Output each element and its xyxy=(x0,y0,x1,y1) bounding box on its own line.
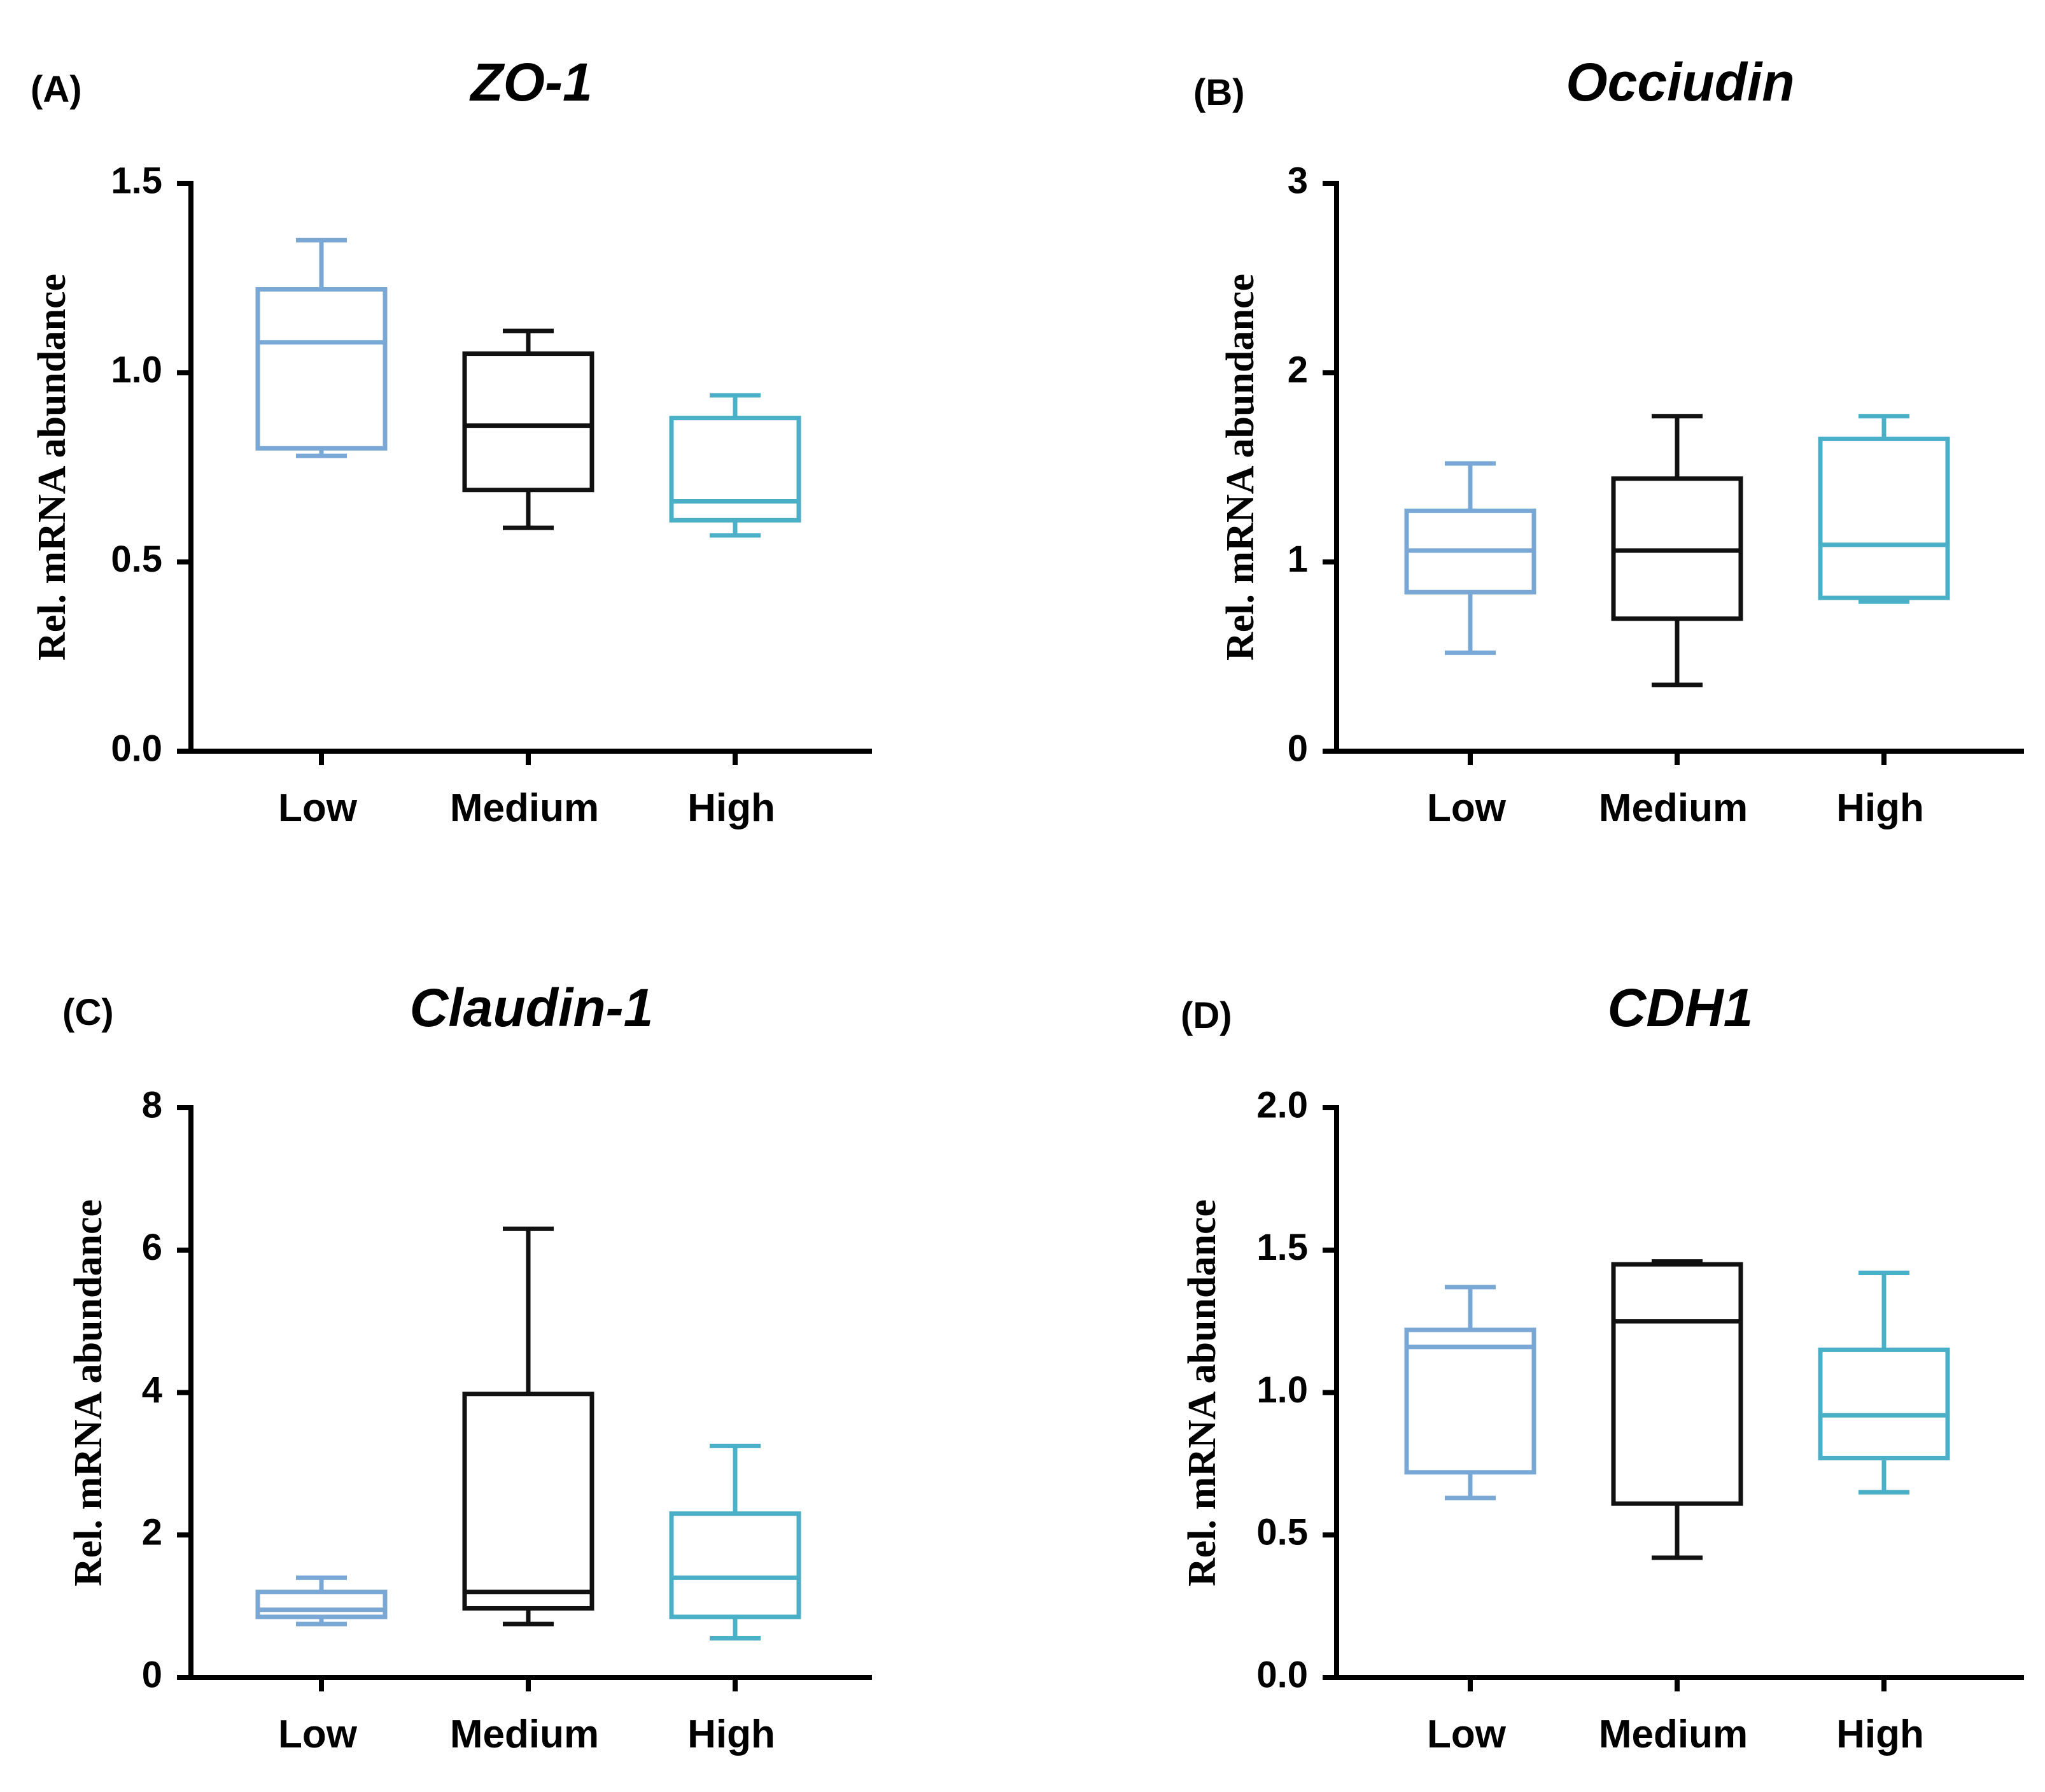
y-tick-label: 1.5 xyxy=(111,160,162,201)
y-tick-label: 0.5 xyxy=(1256,1512,1308,1553)
x-tick-label: Low xyxy=(278,1712,358,1756)
y-tick-label: 8 xyxy=(142,1084,162,1125)
box-medium xyxy=(1611,1259,1743,1560)
box-high xyxy=(669,393,801,538)
y-tick-label: 4 xyxy=(142,1369,162,1411)
x-tick-label: High xyxy=(1836,1712,1924,1756)
x-tick-label: High xyxy=(687,786,775,830)
chart-title: Occiudin xyxy=(1566,52,1794,112)
y-tick-label: 6 xyxy=(142,1227,162,1268)
box-high xyxy=(1818,1271,1950,1495)
y-tick-label: 1.0 xyxy=(1256,1369,1308,1411)
x-tick-label: Medium xyxy=(450,1712,599,1756)
panel-label: (D) xyxy=(1181,995,1232,1036)
box-iqr xyxy=(255,287,388,451)
box-low xyxy=(1404,1285,1536,1500)
y-tick-label: 2 xyxy=(1288,349,1308,391)
panel-label: (C) xyxy=(62,992,114,1033)
y-axis-label: Rel. mRNA abundance xyxy=(1219,274,1262,661)
x-tick-label: Medium xyxy=(1599,1712,1748,1756)
chart-panel-a: (A) ZO-1 Rel. mRNA abundance 0.0 0.5 1.0 1.5 Lo… xyxy=(31,52,872,830)
x-tick-label: Medium xyxy=(450,786,599,830)
panel-label: (A) xyxy=(31,69,82,110)
x-tick-label: Medium xyxy=(1599,786,1748,830)
y-tick-label: 1 xyxy=(1288,539,1308,580)
y-tick-label: 0 xyxy=(142,1654,162,1695)
panel-label: (B) xyxy=(1193,72,1245,113)
y-tick-label: 0.0 xyxy=(1256,1654,1308,1695)
box-iqr xyxy=(1818,436,1950,600)
box-iqr xyxy=(462,1392,594,1611)
box-medium xyxy=(1611,414,1743,688)
box-medium xyxy=(462,328,594,530)
chart-panel-d: (D) CDH1 Rel. mRNA abundance 0.0 0.5 1.0 1.5 2.… xyxy=(1181,978,2024,1756)
box-iqr xyxy=(462,351,594,493)
box-low xyxy=(1404,461,1536,655)
x-tick-label: Low xyxy=(1427,1712,1507,1756)
box-iqr xyxy=(1611,1262,1743,1506)
box-low xyxy=(255,237,388,458)
box-high xyxy=(1818,414,1950,604)
chart-panel-c: (C) Claudin-1 Rel. mRNA abundance 0 2 4 6 8 Low M… xyxy=(62,978,872,1756)
box-iqr xyxy=(669,416,801,523)
y-tick-label: 0.0 xyxy=(111,728,162,769)
y-tick-label: 0 xyxy=(1288,728,1308,769)
x-tick-label: High xyxy=(1836,786,1924,830)
chart-panel-b: (B) Occiudin Rel. mRNA abundance 0 1 2 3 Low Med… xyxy=(1193,52,2024,830)
chart-title: Claudin-1 xyxy=(410,978,654,1038)
x-tick-label: Low xyxy=(278,786,358,830)
chart-title: ZO-1 xyxy=(469,52,592,112)
y-tick-label: 2.0 xyxy=(1256,1084,1308,1125)
y-axis-label: Rel. mRNA abundance xyxy=(1181,1199,1224,1586)
box-iqr xyxy=(255,1590,388,1619)
y-axis-label: Rel. mRNA abundance xyxy=(31,274,74,661)
chart-title: CDH1 xyxy=(1608,978,1753,1038)
x-tick-label: Low xyxy=(1427,786,1507,830)
box-iqr xyxy=(669,1511,801,1619)
y-tick-label: 3 xyxy=(1288,160,1308,201)
box-iqr xyxy=(1818,1347,1950,1460)
box-high xyxy=(669,1443,801,1640)
y-tick-label: 2 xyxy=(142,1512,162,1553)
box-iqr xyxy=(1404,1327,1536,1475)
y-tick-label: 1.0 xyxy=(111,349,162,391)
box-medium xyxy=(462,1226,594,1626)
box-low xyxy=(255,1575,388,1626)
y-axis-label: Rel. mRNA abundance xyxy=(67,1199,110,1586)
x-tick-label: High xyxy=(687,1712,775,1756)
y-tick-label: 0.5 xyxy=(111,539,162,580)
y-tick-label: 1.5 xyxy=(1256,1227,1308,1268)
